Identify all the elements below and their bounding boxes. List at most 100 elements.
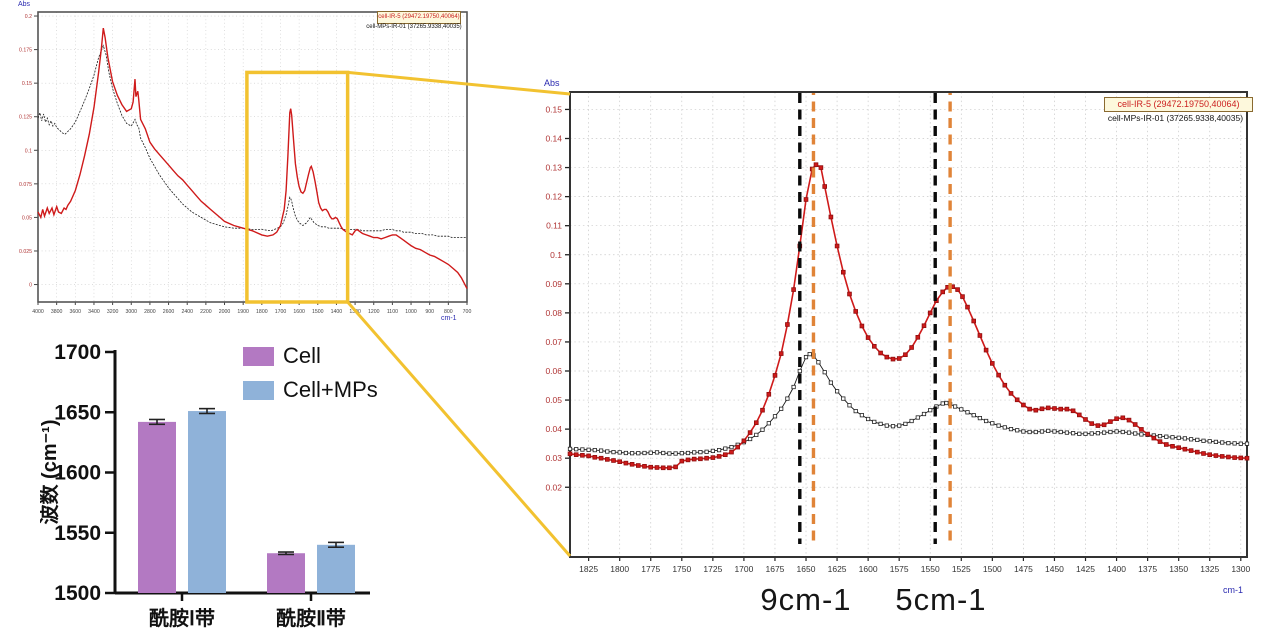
svg-text:0.08: 0.08	[545, 308, 562, 318]
svg-text:1700: 1700	[54, 341, 101, 364]
svg-text:1100: 1100	[387, 309, 398, 315]
svg-text:1300: 1300	[349, 309, 361, 315]
svg-text:0.05: 0.05	[545, 395, 562, 405]
svg-text:1425: 1425	[1076, 564, 1095, 574]
svg-text:0.1: 0.1	[25, 148, 32, 154]
svg-text:1475: 1475	[1014, 564, 1033, 574]
svg-text:0.05: 0.05	[22, 215, 32, 221]
bar-Cell-2	[267, 553, 305, 593]
bar-Cell+MPs-1	[188, 411, 226, 593]
bar-Cell-1	[138, 421, 176, 593]
svg-text:0.12: 0.12	[545, 192, 562, 202]
svg-text:0.09: 0.09	[545, 279, 562, 289]
svg-text:2800: 2800	[144, 309, 156, 315]
svg-text:900: 900	[425, 309, 434, 315]
svg-text:0.175: 0.175	[19, 48, 32, 54]
svg-text:0.2: 0.2	[25, 14, 32, 20]
svg-text:1750: 1750	[672, 564, 691, 574]
bar-category-label: 酰胺Ⅰ带	[149, 606, 215, 630]
bar-category-label: 酰胺Ⅱ带	[276, 606, 346, 630]
svg-text:1600: 1600	[54, 462, 101, 485]
svg-text:0.025: 0.025	[19, 249, 32, 255]
zoom-legend-entry-cellmps: cell-MPs-IR-01 (37265.9338,40035)	[1107, 113, 1244, 123]
peak-shift-annotation-amide2: 5cm-1	[895, 582, 987, 617]
overview-curve-cell-MPs-IR-01	[37, 44, 467, 239]
svg-text:3400: 3400	[88, 309, 100, 315]
overview-legend-entry-cell: cell-IR-5 (29472.19750,40064)	[377, 11, 461, 24]
zoom-curve-cell-IR-5	[567, 162, 1250, 471]
overview-x-axis-unit: cm-1	[441, 315, 457, 322]
svg-text:0.07: 0.07	[545, 337, 562, 347]
svg-text:2400: 2400	[181, 309, 193, 315]
svg-text:3600: 3600	[70, 309, 82, 315]
svg-text:1350: 1350	[1169, 564, 1188, 574]
svg-text:1525: 1525	[952, 564, 971, 574]
zoom-legend-entry-cell: cell-IR-5 (29472.19750,40064)	[1104, 97, 1253, 112]
svg-text:1000: 1000	[405, 309, 417, 315]
svg-text:1800: 1800	[610, 564, 629, 574]
svg-text:1500: 1500	[312, 309, 324, 315]
svg-text:0.04: 0.04	[545, 424, 562, 434]
svg-text:0.13: 0.13	[545, 163, 562, 173]
svg-text:Cell+MPs: Cell+MPs	[283, 377, 378, 402]
wavenumber-bar-chart: 1500 1550 1600 1650 1700 酰胺Ⅰ带 酰胺Ⅱ带 Cell Cell+MPs…	[40, 341, 378, 630]
svg-text:0.075: 0.075	[19, 182, 32, 188]
svg-text:0.1: 0.1	[550, 250, 562, 260]
svg-text:1400: 1400	[1107, 564, 1126, 574]
svg-text:0.125: 0.125	[19, 115, 32, 121]
overview-legend-entry-cellmps: cell-MPs-IR-01 (37265.9338,40035)	[366, 24, 462, 30]
svg-text:1900: 1900	[237, 309, 249, 315]
bar-Cell+MPs-2	[317, 544, 355, 593]
svg-text:1550: 1550	[54, 522, 101, 545]
svg-text:2200: 2200	[200, 309, 212, 315]
svg-text:1600: 1600	[293, 309, 305, 315]
bar-legend: Cell Cell+MPs	[243, 343, 378, 402]
svg-text:1325: 1325	[1200, 564, 1219, 574]
svg-text:Cell: Cell	[283, 343, 321, 368]
svg-text:2000: 2000	[219, 309, 231, 315]
svg-text:700: 700	[463, 309, 472, 315]
svg-text:1550: 1550	[921, 564, 940, 574]
zoom-curve-cell-MPs-IR-01	[567, 351, 1250, 456]
svg-text:1375: 1375	[1138, 564, 1157, 574]
svg-text:1200: 1200	[368, 309, 380, 315]
svg-text:1650: 1650	[54, 401, 101, 424]
svg-text:1500: 1500	[983, 564, 1002, 574]
svg-text:1675: 1675	[766, 564, 785, 574]
svg-text:1700: 1700	[275, 309, 287, 315]
bar-y-axis-label: 波数 (cm⁻¹)	[40, 420, 61, 525]
svg-text:1650: 1650	[797, 564, 816, 574]
svg-text:1300: 1300	[1231, 564, 1250, 574]
svg-text:0.14: 0.14	[545, 134, 562, 144]
svg-text:1725: 1725	[703, 564, 722, 574]
svg-text:0.15: 0.15	[545, 104, 562, 114]
svg-text:3000: 3000	[125, 309, 137, 315]
overview-curve-cell-IR-5	[37, 27, 468, 289]
svg-text:0.15: 0.15	[22, 81, 32, 87]
svg-text:3800: 3800	[51, 309, 63, 315]
peak-shift-annotation-amide1: 9cm-1	[760, 582, 852, 617]
svg-text:1400: 1400	[331, 309, 343, 315]
svg-text:0: 0	[29, 283, 32, 289]
svg-text:1775: 1775	[641, 564, 660, 574]
svg-text:2600: 2600	[163, 309, 175, 315]
svg-text:0.03: 0.03	[545, 453, 562, 463]
svg-text:0.02: 0.02	[545, 482, 562, 492]
svg-text:1575: 1575	[890, 564, 909, 574]
svg-text:4000: 4000	[32, 309, 44, 315]
overview-y-axis-unit: Abs	[18, 1, 31, 8]
svg-text:1450: 1450	[1045, 564, 1064, 574]
zoom-y-axis-unit: Abs	[544, 78, 560, 88]
svg-text:0.11: 0.11	[546, 221, 562, 231]
ftir-zoom-chart: 1825 1800 1775 1750 1725 1700 1675 1650 1625 1600…	[545, 91, 1251, 574]
svg-text:0.06: 0.06	[545, 366, 562, 376]
svg-text:1500: 1500	[54, 582, 101, 605]
ftir-overview-chart: 4000 3800 3600 3400 3200 3000 2800 2600 2400 2200…	[19, 11, 472, 315]
svg-text:1625: 1625	[828, 564, 847, 574]
zoom-x-axis-unit: cm-1	[1223, 585, 1243, 595]
svg-text:1800: 1800	[256, 309, 268, 315]
svg-text:1825: 1825	[579, 564, 598, 574]
svg-text:1600: 1600	[859, 564, 878, 574]
svg-text:1700: 1700	[734, 564, 753, 574]
